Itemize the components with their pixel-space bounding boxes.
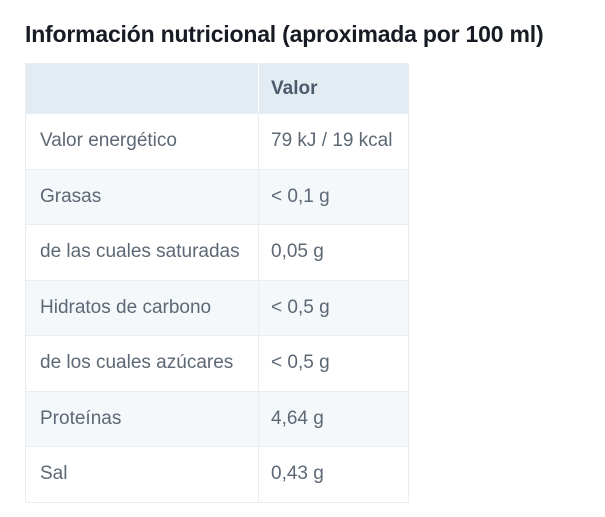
row-value: < 0,1 g [258,168,409,225]
table-row: Proteínas 4,64 g [25,390,409,447]
table-row: Sal 0,43 g [25,446,409,503]
row-label: Sal [25,446,259,503]
row-value: 0,43 g [258,446,409,503]
nutrition-table: Valor Valor energético 79 kJ / 19 kcal G… [25,63,409,503]
table-header-row: Valor [25,63,409,114]
table-row: de los cuales azúcares < 0,5 g [25,335,409,392]
row-value: < 0,5 g [258,279,409,336]
row-label: Grasas [25,168,259,225]
row-value: 79 kJ / 19 kcal [258,113,409,170]
table-row: de las cuales saturadas 0,05 g [25,224,409,281]
row-value: 4,64 g [258,390,409,447]
page-title: Información nutricional (aproximada por … [25,21,544,47]
table-row: Hidratos de carbono < 0,5 g [25,279,409,336]
row-value: 0,05 g [258,224,409,281]
row-label: Valor energético [25,113,259,170]
row-label: Proteínas [25,390,259,447]
row-value: < 0,5 g [258,335,409,392]
header-empty-cell [25,63,259,114]
row-label: de las cuales saturadas [25,224,259,281]
row-label: de los cuales azúcares [25,335,259,392]
row-label: Hidratos de carbono [25,279,259,336]
table-row: Valor energético 79 kJ / 19 kcal [25,113,409,170]
header-valor-cell: Valor [258,63,409,114]
nutrition-info-section: Información nutricional (aproximada por … [25,21,544,503]
table-row: Grasas < 0,1 g [25,168,409,225]
